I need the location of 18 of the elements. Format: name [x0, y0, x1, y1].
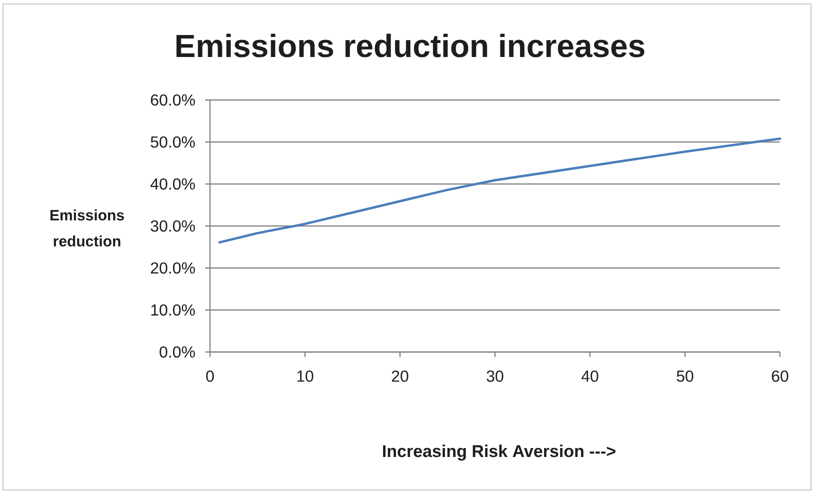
x-tick-label: 0	[206, 370, 214, 382]
y-tick-label: 30.0%	[150, 220, 195, 232]
y-tick-label: 0.0%	[160, 346, 195, 358]
x-tick-label: 30	[486, 370, 504, 382]
y-tick-label: 60.0%	[150, 94, 195, 106]
x-axis-title: Increasing Risk Aversion --->	[383, 444, 616, 461]
y-tick-label: 50.0%	[150, 136, 195, 148]
y-axis-title: Emissions reduction	[50, 209, 124, 246]
y-tick-label: 10.0%	[151, 304, 195, 316]
y-tick-label: 20.0%	[150, 262, 195, 274]
x-tick-label: 40	[581, 370, 598, 382]
y-tick-label: 40.0%	[150, 178, 195, 190]
x-tick-label: 60	[772, 370, 788, 382]
x-tick-label: 20	[392, 370, 408, 382]
line-series	[218, 137, 782, 244]
x-tick-label: 50	[676, 370, 694, 382]
x-tick-label: 10	[297, 370, 314, 382]
chart-title: Emissions reduction increases	[176, 34, 644, 58]
